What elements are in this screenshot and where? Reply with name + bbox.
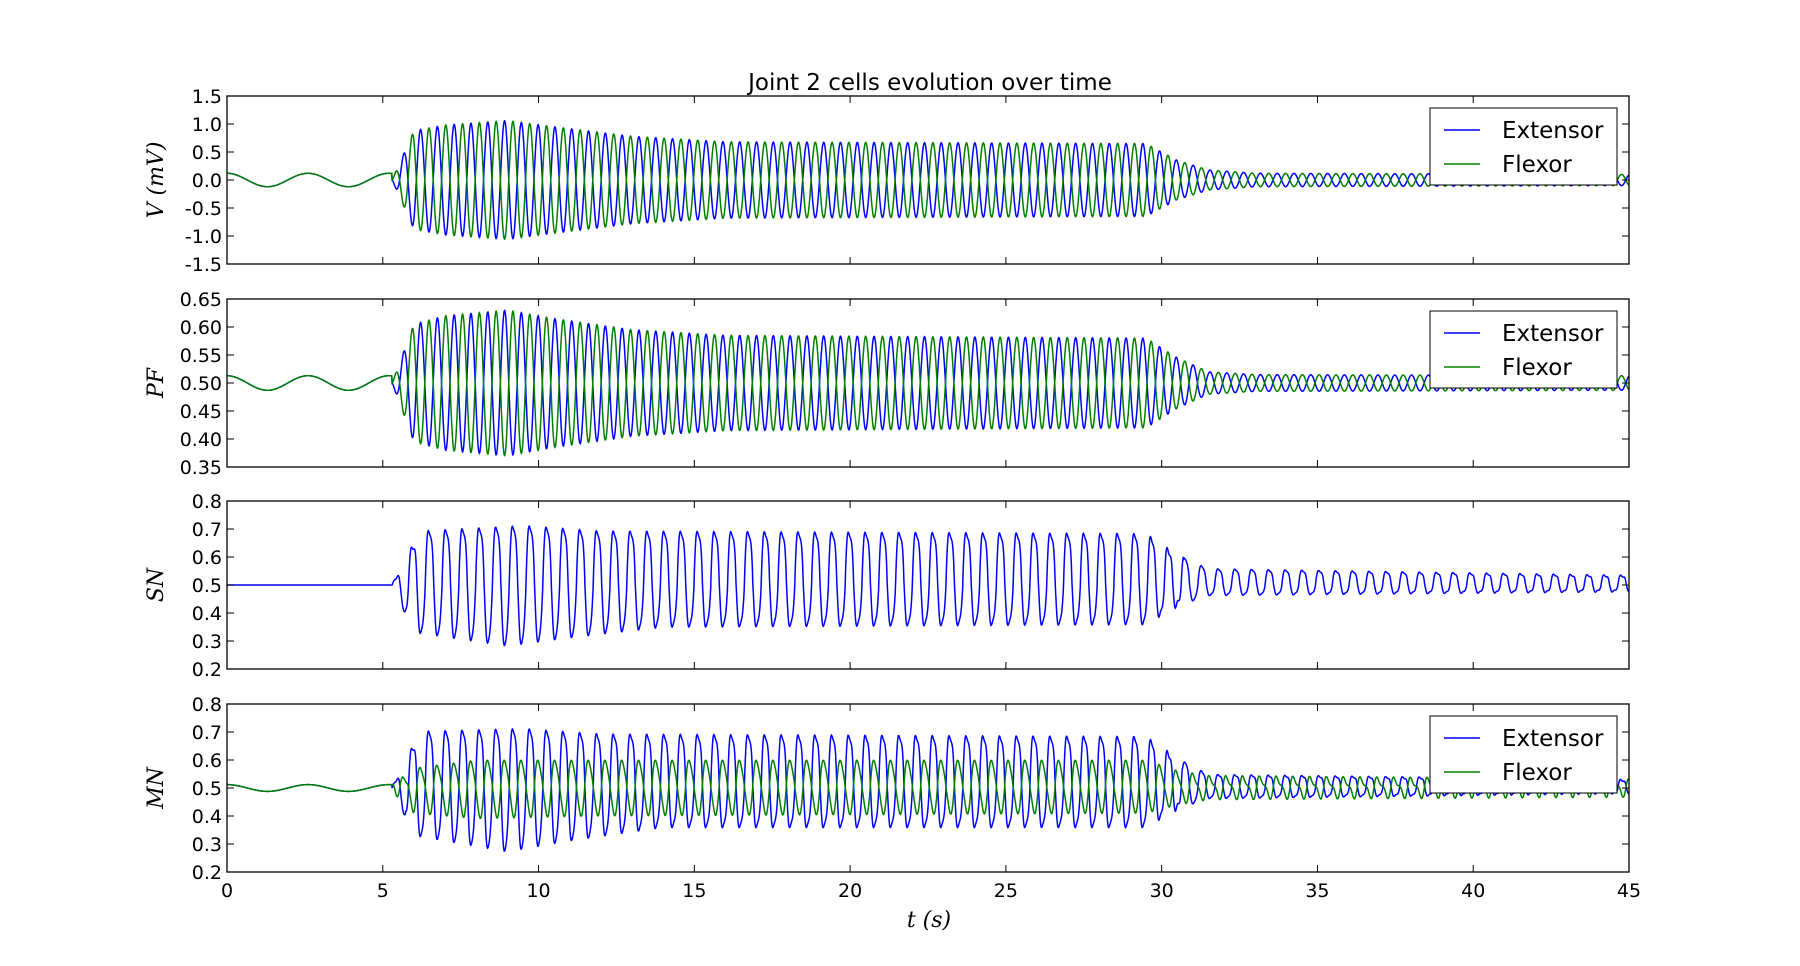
legend-label-flexor: Flexor (1502, 152, 1572, 178)
y-tick-label-PF: 0.60 (180, 317, 222, 339)
legend-box-V (1429, 107, 1618, 186)
y-axis-label-PF: PF (144, 367, 169, 399)
y-tick-label-SN: 0.2 (192, 659, 222, 681)
y-tick-label-MN: 0.3 (192, 834, 222, 856)
legend-box-MN (1429, 715, 1618, 794)
x-tick-label: 5 (377, 880, 389, 902)
y-tick-label-PF: 0.40 (180, 429, 222, 451)
panel-MN: 0.2 0.3 0.4 0.5 0.6 0.7 0.8 MN Extensor Flexor 0 5 1… (144, 694, 1641, 902)
series-line-MN-flexor (227, 759, 1630, 820)
x-tick-label: 10 (526, 880, 550, 902)
y-tick-label-PF: 0.50 (180, 373, 222, 395)
x-tick-label: 15 (682, 880, 706, 902)
y-tick-label-MN: 0.2 (192, 862, 222, 884)
y-tick-label-V: 0.0 (192, 170, 222, 192)
y-tick-label-V: 0.5 (192, 142, 222, 164)
y-axis-label-V: V (mV) (144, 142, 169, 219)
y-tick-label-MN: 0.6 (192, 750, 222, 772)
legend-label-extensor: Extensor (1502, 118, 1604, 144)
x-axis-label: t (s) (907, 908, 951, 933)
series-line-MN-extensor (227, 727, 1630, 852)
y-tick-label-SN: 0.4 (192, 603, 222, 625)
series-line-PF-flexor (227, 309, 1630, 457)
panel-frame-MN (226, 703, 1630, 873)
y-tick-label-MN: 0.8 (192, 694, 222, 716)
y-tick-label-V: -0.5 (185, 198, 222, 220)
y-tick-label-SN: 0.8 (192, 491, 222, 513)
legend-label-flexor: Flexor (1502, 760, 1572, 786)
legend-label-flexor: Flexor (1502, 355, 1572, 381)
x-tick-label: 40 (1461, 880, 1485, 902)
y-tick-label-V: 1.5 (192, 86, 222, 108)
y-tick-label-PF: 0.55 (180, 345, 222, 367)
x-tick-label: 35 (1305, 880, 1329, 902)
y-tick-label-SN: 0.3 (192, 631, 222, 653)
y-tick-label-V: -1.5 (185, 254, 222, 276)
y-axis-label-MN: MN (144, 766, 169, 810)
series-line-V-extensor (227, 119, 1630, 240)
legend-MN: Extensor Flexor (1429, 715, 1618, 794)
x-tick-label: 45 (1617, 880, 1641, 902)
panel-frame-SN (226, 500, 1630, 670)
y-tick-label-SN: 0.6 (192, 547, 222, 569)
y-tick-label-PF: 0.45 (180, 401, 222, 423)
y-tick-label-PF: 0.65 (180, 289, 222, 311)
legend-box-PF (1429, 310, 1618, 389)
y-tick-label-PF: 0.35 (180, 457, 222, 479)
panel-PF: 0.35 0.40 0.45 0.50 0.55 0.60 0.65 PF Extensor Fl… (144, 289, 1630, 479)
x-tick-label: 30 (1150, 880, 1174, 902)
series-line-V-flexor (227, 120, 1630, 241)
y-tick-label-MN: 0.7 (192, 722, 222, 744)
legend-label-extensor: Extensor (1502, 321, 1604, 347)
y-tick-label-SN: 0.7 (192, 519, 222, 541)
y-axis-label-SN: SN (144, 567, 169, 602)
y-tick-label-MN: 0.5 (192, 778, 222, 800)
series-line-PF-extensor (227, 309, 1630, 457)
x-tick-label: 20 (838, 880, 862, 902)
panel-V: -1.5 -1.0 -0.5 0.0 0.5 1.0 1.5 V (mV) Extensor Fl… (144, 86, 1630, 276)
legend-V: Extensor Flexor (1429, 107, 1618, 186)
x-tick-label: 25 (994, 880, 1018, 902)
y-tick-label-V: 1.0 (192, 114, 222, 136)
panel-SN: 0.2 0.3 0.4 0.5 0.6 0.7 0.8 SN (144, 491, 1630, 681)
panels: -1.5 -1.0 -0.5 0.0 0.5 1.0 1.5 V (mV) Extensor Fl… (144, 86, 1641, 902)
legend-label-extensor: Extensor (1502, 726, 1604, 752)
y-tick-label-MN: 0.4 (192, 806, 222, 828)
y-tick-label-SN: 0.5 (192, 575, 222, 597)
legend-PF: Extensor Flexor (1429, 310, 1618, 389)
y-tick-label-V: -1.0 (185, 226, 222, 248)
chart-title: Joint 2 cells evolution over time (746, 70, 1112, 96)
series-line-SN-extensor (227, 524, 1630, 647)
x-tick-label: 0 (221, 880, 233, 902)
